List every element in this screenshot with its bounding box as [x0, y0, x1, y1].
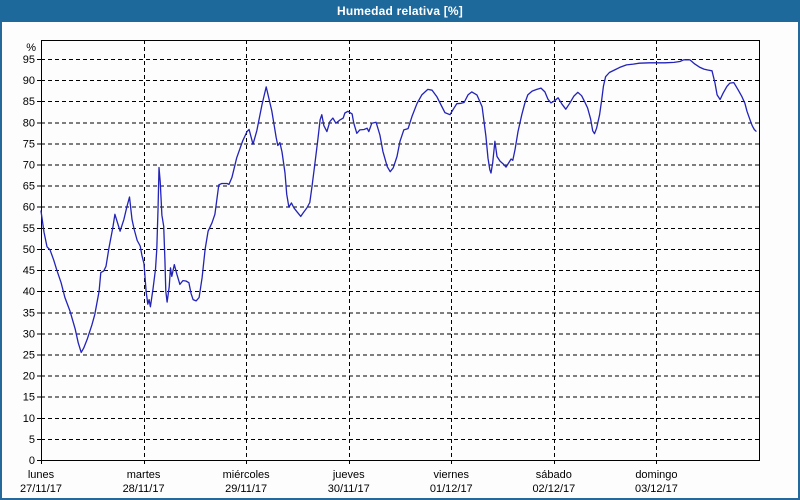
x-axis-labels: lunes 27/11/17 martes 28/11/17 miércoles 29/1…	[20, 469, 678, 495]
y-tick-label-35: 35	[23, 307, 35, 319]
x-day-label-2: miércoles	[223, 469, 271, 481]
y-tick-label-20: 20	[23, 371, 35, 383]
x-date-label-3: 30/11/17	[328, 483, 370, 495]
window-title: Humedad relativa [%]	[0, 0, 800, 22]
y-tick-label-0: 0	[29, 455, 35, 467]
y-tick-label-30: 30	[23, 328, 35, 340]
x-date-label-2: 29/11/17	[225, 483, 267, 495]
x-day-label-0: lunes	[28, 469, 55, 481]
y-tick-label-80: 80	[23, 117, 35, 129]
x-day-label-4: viernes	[434, 469, 470, 481]
y-tick-label-95: 95	[23, 54, 35, 66]
x-date-label-6: 03/12/17	[635, 483, 678, 495]
y-tick-label-75: 75	[23, 138, 35, 150]
y-tick-label-15: 15	[23, 392, 35, 404]
gridlines	[41, 40, 759, 460]
y-tick-label-90: 90	[23, 75, 35, 87]
x-date-label-1: 28/11/17	[123, 483, 165, 495]
x-day-label-1: martes	[127, 469, 161, 481]
chart-area: 0 5 10 15 20 25 30 35 40 45 50 55 60 65 70 75 80 85 90 95% l…	[0, 22, 800, 500]
y-tick-label-5: 5	[29, 434, 35, 446]
y-tick-label-45: 45	[23, 265, 35, 277]
axis-ticks	[37, 59, 657, 464]
x-day-label-3: jueves	[332, 469, 365, 481]
y-tick-label-50: 50	[23, 244, 35, 256]
x-date-label-5: 02/12/17	[532, 483, 575, 495]
y-tick-label-40: 40	[23, 286, 35, 298]
y-tick-label-10: 10	[23, 413, 35, 425]
humidity-line-chart: 0 5 10 15 20 25 30 35 40 45 50 55 60 65 70 75 80 85 90 95% l…	[20, 40, 760, 495]
y-tick-label-55: 55	[23, 223, 35, 235]
y-axis-labels: 0 5 10 15 20 25 30 35 40 45 50 55 60 65 70 75 80 85 90 95%	[23, 42, 36, 467]
series-line-0	[40, 59, 757, 354]
axis-box	[41, 40, 760, 461]
y-tick-label-60: 60	[23, 202, 35, 214]
x-day-label-5: sábado	[536, 469, 572, 481]
x-date-label-0: 27/11/17	[20, 483, 62, 495]
y-axis-unit-label: %	[26, 42, 36, 54]
y-tick-label-65: 65	[23, 181, 35, 193]
x-day-label-6: domingo	[635, 469, 677, 481]
y-tick-label-85: 85	[23, 96, 35, 108]
y-tick-label-70: 70	[23, 160, 35, 172]
y-tick-label-25: 25	[23, 349, 35, 361]
x-date-label-4: 01/12/17	[430, 483, 473, 495]
